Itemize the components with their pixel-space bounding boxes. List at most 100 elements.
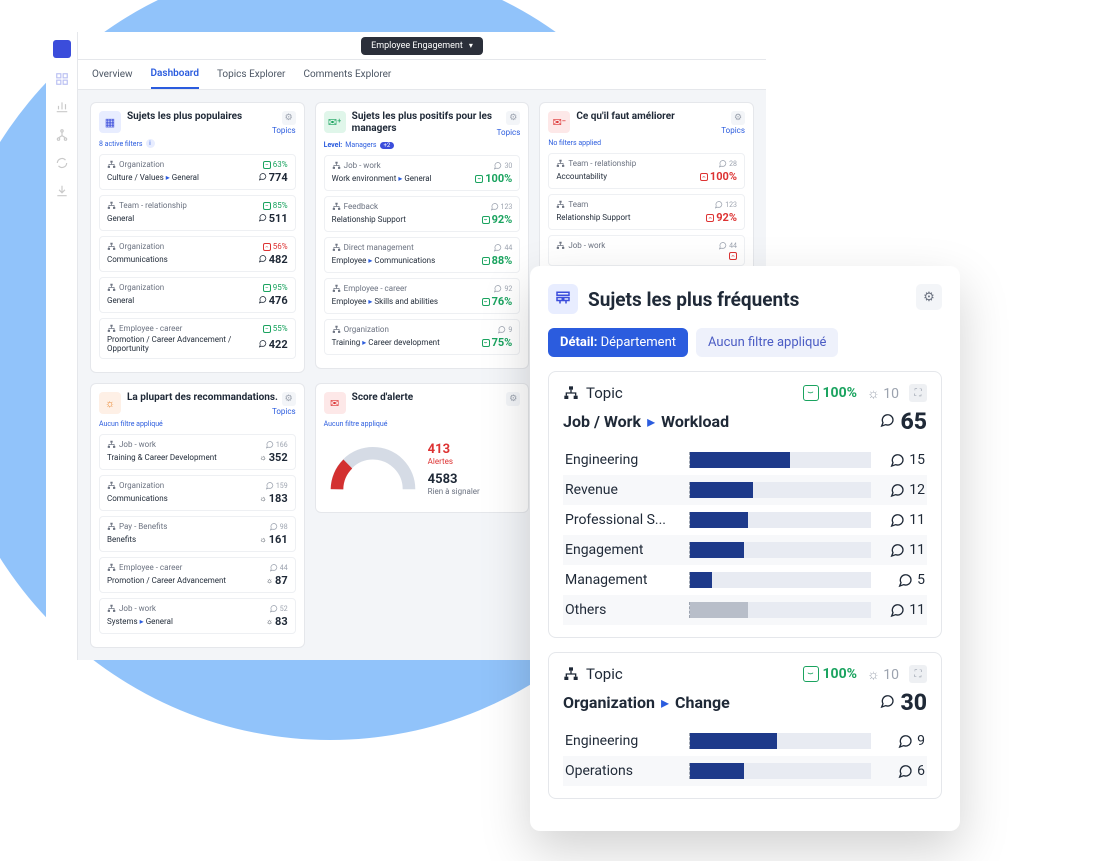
card-popular: ▦ Sujets les plus populaires ⚙ Topics 8 … (90, 102, 305, 373)
bar-label: Engineering (563, 452, 689, 468)
tabs: Overview Dashboard Topics Explorer Comme… (78, 60, 766, 90)
topics-link[interactable]: Topics (497, 128, 521, 137)
topic-row[interactable]: Organization⌢ 56% Communications 482 (99, 236, 296, 272)
card-title: Ce qu'il faut améliorer (576, 111, 745, 123)
hierarchy-icon[interactable] (55, 128, 69, 142)
card-icon: ✉⁺ (324, 111, 346, 133)
filter-badge[interactable]: Aucun filtre appliqué (324, 420, 521, 428)
gear-icon[interactable]: ⚙ (282, 392, 296, 406)
topic-path: Job / Work▸Workload (563, 412, 729, 431)
bar-label: Management (563, 572, 689, 588)
tab-comments-explorer[interactable]: Comments Explorer (303, 61, 391, 88)
bar-value: 5 (871, 572, 927, 588)
bar-value: 6 (871, 763, 927, 779)
gear-icon[interactable]: ⚙ (506, 392, 520, 406)
gear-icon[interactable]: ⚙ (506, 111, 520, 125)
filter-badge[interactable]: 8 active filters i (99, 139, 296, 148)
topic-icon (548, 284, 578, 314)
bar-value: 11 (871, 542, 927, 558)
card-title: La plupart des recommandations. (127, 392, 296, 404)
card-title: Score d'alerte (352, 392, 521, 404)
bar-label: Engagement (563, 542, 689, 558)
detail-filter-chip[interactable]: Détail: Département (548, 328, 688, 357)
gear-icon[interactable]: ⚙ (731, 111, 745, 125)
expand-icon[interactable]: ⛶ (909, 384, 927, 402)
topic-row[interactable]: Organization 159 Communications☼ 183 (99, 475, 296, 511)
topic-row[interactable]: Team 123 Relationship Support⌢ 92% (548, 194, 745, 230)
card-positive: ✉⁺ Sujets les plus positifs pour les man… (315, 102, 530, 369)
topbar: Employee Engagement (78, 32, 766, 60)
topic-row[interactable]: Employee - career⌣ 55% Promotion / Caree… (99, 318, 296, 359)
chart-icon[interactable] (55, 100, 69, 114)
filter-badge[interactable]: Level: Managers +2 (324, 141, 521, 149)
sentiment-badge: ⌣ 100% (803, 666, 857, 682)
bar-label: Engineering (563, 733, 689, 749)
topic-row[interactable]: Job - work 30 Work environment▸General⌣ … (324, 155, 521, 191)
settings-button[interactable]: ⚙ (916, 284, 942, 310)
sidebar (46, 32, 78, 660)
bar-row[interactable]: Engagement 11 (563, 535, 927, 565)
scope-dropdown[interactable]: Employee Engagement (361, 37, 483, 55)
dashboard-icon[interactable] (55, 72, 69, 86)
topic-row[interactable]: Job - work 166 Training & Career Develop… (99, 434, 296, 470)
idea-count: ☼ 10 (867, 666, 899, 683)
tab-dashboard[interactable]: Dashboard (151, 60, 199, 89)
card-title: Sujets les plus populaires (127, 111, 296, 123)
download-icon[interactable] (55, 184, 69, 198)
topic-row[interactable]: Organization⌣ 63% Culture / Values▸Gener… (99, 154, 296, 190)
topics-link[interactable]: Topics (721, 126, 745, 135)
topic-row[interactable]: Employee - career 44 Promotion / Career … (99, 557, 296, 593)
idea-count: ☼ 10 (867, 385, 899, 402)
topic-row[interactable]: Job - work 44 ⌢ (548, 235, 745, 266)
topic-total: 65 (879, 408, 927, 435)
sentiment-badge: ⌣ 100% (803, 385, 857, 401)
expand-icon[interactable]: ⛶ (909, 665, 927, 683)
card-alert: ✉ Score d'alerte ⚙ Aucun filtre appliqué… (315, 383, 530, 513)
app-logo[interactable] (53, 40, 71, 58)
bar-value: 12 (871, 482, 927, 498)
bar-row[interactable]: Revenue 12 (563, 475, 927, 505)
topic-total: 30 (879, 689, 927, 716)
topic-row[interactable]: Organization⌣ 95% General 476 (99, 277, 296, 313)
bar-label: Revenue (563, 482, 689, 498)
topic-row[interactable]: Direct management 44 Employee▸Communicat… (324, 237, 521, 273)
no-filter-chip[interactable]: Aucun filtre appliqué (696, 328, 838, 357)
topic-row[interactable]: Pay - Benefits 98 Benefits☼ 161 (99, 516, 296, 552)
filter-badge[interactable]: No filters applied (548, 139, 745, 147)
detail-panel: Sujets les plus fréquents ⚙ Détail: Dépa… (530, 266, 960, 831)
topic-heading: Topic (563, 384, 623, 402)
topic-row[interactable]: Employee - career 92 Employee▸Skills and… (324, 278, 521, 314)
card-icon: ✉⁻ (548, 111, 570, 133)
tab-overview[interactable]: Overview (92, 61, 133, 88)
topic-path: Organization▸Change (563, 693, 730, 712)
bar-row[interactable]: Engineering 15 (563, 445, 927, 475)
bar-row[interactable]: Professional S... 11 (563, 505, 927, 535)
filter-badge[interactable]: Aucun filtre appliqué (99, 420, 296, 428)
refresh-icon[interactable] (55, 156, 69, 170)
gear-icon[interactable]: ⚙ (282, 111, 296, 125)
bar-row[interactable]: Operations 6 (563, 756, 927, 786)
bar-value: 11 (871, 602, 927, 618)
card-icon: ✉ (324, 392, 346, 414)
topic-card: Topic ⌣ 100% ☼ 10 ⛶ Job / Work▸Workload … (548, 371, 942, 638)
card-icon: ▦ (99, 111, 121, 133)
card-reco: ☼ La plupart des recommandations. ⚙ Topi… (90, 383, 305, 648)
topic-heading: Topic (563, 665, 623, 683)
bar-label: Others (563, 602, 689, 618)
topics-link[interactable]: Topics (272, 126, 296, 135)
bar-row[interactable]: Others 11 (563, 595, 927, 625)
bar-label: Operations (563, 763, 689, 779)
bar-value: 11 (871, 512, 927, 528)
card-title: Sujets les plus positifs pour les manage… (352, 111, 521, 135)
bar-label: Professional S... (563, 512, 689, 528)
bar-value: 9 (871, 733, 927, 749)
topic-row[interactable]: Team - relationship 28 Accountability⌢ 1… (548, 153, 745, 189)
bar-row[interactable]: Management 5 (563, 565, 927, 595)
topic-row[interactable]: Feedback 123 Relationship Support⌣ 92% (324, 196, 521, 232)
topics-link[interactable]: Topics (272, 407, 296, 416)
bar-row[interactable]: Engineering 9 (563, 726, 927, 756)
tab-topics-explorer[interactable]: Topics Explorer (217, 61, 286, 88)
topic-row[interactable]: Job - work 52 Systems▸General☼ 83 (99, 598, 296, 634)
topic-row[interactable]: Team - relationship⌣ 85% General 511 (99, 195, 296, 231)
topic-row[interactable]: Organization 9 Training▸Career developme… (324, 319, 521, 355)
